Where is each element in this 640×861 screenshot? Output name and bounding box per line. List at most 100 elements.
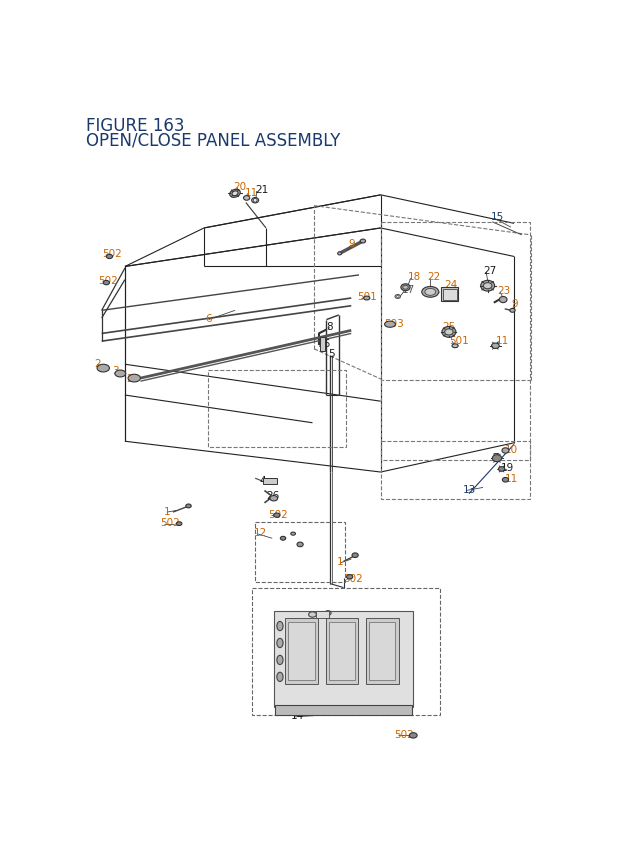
Text: 27: 27 [483, 266, 496, 276]
Text: OPEN/CLOSE PANEL ASSEMBLY: OPEN/CLOSE PANEL ASSEMBLY [86, 131, 340, 149]
Bar [441, 288, 458, 301]
Bar [329, 623, 355, 680]
Text: 17: 17 [402, 284, 415, 294]
Ellipse shape [401, 284, 410, 291]
Text: 15: 15 [491, 212, 504, 222]
Bar [274, 611, 413, 707]
Text: 502: 502 [99, 276, 118, 285]
Text: 501: 501 [449, 335, 468, 345]
Bar [252, 588, 440, 715]
Ellipse shape [277, 655, 283, 665]
Ellipse shape [499, 468, 505, 472]
Bar [369, 623, 396, 680]
Circle shape [253, 199, 257, 203]
Text: 13: 13 [463, 485, 476, 494]
Text: 11: 11 [495, 335, 509, 345]
Text: 2: 2 [127, 374, 133, 384]
Ellipse shape [395, 295, 401, 299]
Ellipse shape [270, 496, 278, 501]
Text: 25: 25 [443, 321, 456, 331]
Ellipse shape [244, 196, 250, 201]
Bar [208, 371, 346, 448]
Ellipse shape [385, 322, 396, 328]
Text: 21: 21 [255, 185, 268, 195]
Text: 502: 502 [344, 573, 364, 584]
Text: 20: 20 [234, 182, 246, 191]
Text: 6: 6 [205, 313, 212, 324]
Text: 502: 502 [395, 729, 415, 739]
Bar [316, 611, 329, 618]
Text: 18: 18 [408, 272, 421, 282]
Ellipse shape [502, 478, 509, 482]
Ellipse shape [97, 365, 109, 373]
Text: 5: 5 [328, 349, 335, 359]
Ellipse shape [492, 344, 499, 349]
Text: 11: 11 [245, 188, 259, 197]
Text: 19: 19 [501, 462, 514, 472]
Ellipse shape [481, 281, 495, 292]
Ellipse shape [291, 532, 296, 536]
Ellipse shape [325, 611, 331, 616]
Ellipse shape [128, 375, 140, 382]
Bar [381, 222, 529, 461]
Ellipse shape [509, 309, 515, 313]
Text: 23: 23 [497, 286, 510, 296]
Text: 24: 24 [444, 280, 458, 290]
Ellipse shape [297, 542, 303, 547]
Text: 26: 26 [266, 491, 279, 500]
Bar [285, 618, 318, 684]
Text: 7: 7 [492, 452, 499, 462]
Ellipse shape [483, 283, 492, 289]
Ellipse shape [106, 255, 113, 259]
Ellipse shape [277, 622, 283, 631]
Text: 503: 503 [384, 319, 404, 328]
Ellipse shape [364, 297, 370, 300]
Bar [366, 618, 399, 684]
Text: 14: 14 [291, 710, 304, 721]
Ellipse shape [352, 554, 358, 558]
Text: 502: 502 [268, 509, 288, 519]
Ellipse shape [499, 297, 507, 303]
Ellipse shape [338, 252, 342, 256]
Ellipse shape [186, 505, 191, 508]
Bar [275, 705, 412, 715]
Ellipse shape [360, 240, 365, 244]
Text: 4: 4 [260, 475, 266, 486]
Ellipse shape [177, 522, 182, 526]
Ellipse shape [502, 449, 509, 454]
Bar [320, 338, 325, 352]
Ellipse shape [403, 286, 408, 290]
Text: FIGURE 163: FIGURE 163 [86, 117, 185, 135]
Text: 9: 9 [511, 298, 518, 308]
Text: 502: 502 [102, 249, 122, 259]
Text: 502: 502 [161, 517, 180, 528]
Bar [289, 623, 315, 680]
Ellipse shape [252, 198, 259, 204]
Ellipse shape [274, 513, 280, 517]
Ellipse shape [115, 370, 125, 377]
Ellipse shape [277, 639, 283, 647]
Text: 3: 3 [113, 366, 119, 376]
Ellipse shape [492, 455, 502, 462]
Ellipse shape [308, 612, 316, 617]
Text: 11: 11 [505, 474, 518, 484]
Ellipse shape [277, 672, 283, 682]
Ellipse shape [425, 289, 436, 296]
Ellipse shape [422, 287, 439, 298]
Ellipse shape [232, 192, 238, 196]
Ellipse shape [442, 327, 456, 338]
Bar [263, 479, 277, 485]
Text: 501: 501 [358, 292, 377, 302]
Text: 8: 8 [326, 321, 333, 331]
Ellipse shape [103, 282, 109, 286]
Bar [443, 289, 457, 300]
Text: 22: 22 [428, 272, 440, 282]
Ellipse shape [410, 733, 417, 738]
Text: 9: 9 [348, 239, 355, 249]
Bar [326, 618, 358, 684]
Text: 16: 16 [318, 338, 331, 349]
Text: 1: 1 [337, 557, 344, 567]
Text: 2: 2 [94, 358, 100, 369]
Circle shape [397, 296, 399, 298]
Bar [255, 523, 345, 583]
